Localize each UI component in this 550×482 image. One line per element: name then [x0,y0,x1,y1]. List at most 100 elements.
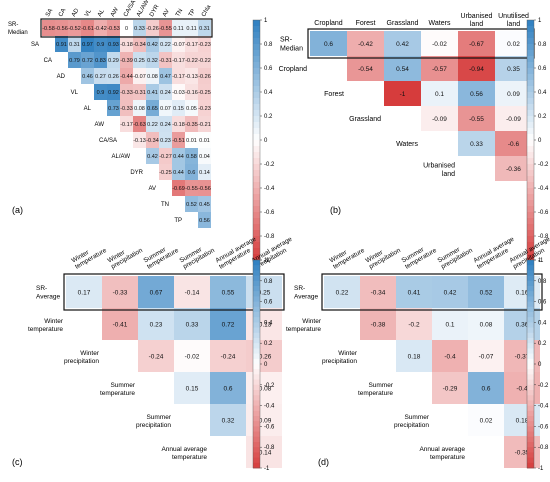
colorbar-tick-label: -0.4 [538,404,549,410]
column-header-label: AV [162,8,171,18]
colorbar-segment [253,358,260,365]
cell-value-label: 0.02 [507,41,520,48]
heatmap-cell [42,20,55,36]
heatmap-cell [246,340,282,372]
colorbar-segment [253,86,260,93]
colorbar-segment [253,296,260,302]
cell-value-label: -0.29 [443,385,458,392]
cell-value-label: -0.13 [185,74,198,80]
colorbar-segment [527,158,534,165]
heatmap-cell [198,164,211,180]
colorbar-segment [527,426,534,432]
colorbar-segment [527,265,534,271]
column-header-label: Cropland [314,20,343,27]
colorbar-segment [253,38,260,45]
colorbar-segment [527,270,534,276]
colorbar-tick-label: -0.6 [538,424,549,430]
cell-value-label: 0.27 [95,74,106,80]
cell-value-label: -0.54 [358,66,373,73]
colorbar-segment [527,358,534,365]
cell-value-label: 0.52 [186,202,197,208]
row-header-label: AW [95,122,105,128]
heatmap-cell [246,308,282,340]
cell-value-label: -0.13 [133,138,146,144]
cell-value-label: 0.58 [186,154,197,160]
cell-value-label: 0.44 [173,154,184,160]
colorbar-tick-label: 0.8 [538,279,547,285]
colorbar-tick-label: 1 [538,18,542,24]
colorbar-segment [253,62,260,69]
colorbar-segment [253,164,260,171]
heatmap-cell [210,404,246,436]
cell-value-label: -0.13 [257,321,272,328]
cell-value-label: 0.31 [69,42,80,48]
cell-value-label: 0.23 [160,138,171,144]
cell-value-label: -0.55 [469,116,484,123]
colorbar-segment [253,56,260,63]
heatmap-cell [198,84,211,100]
colorbar-tick-label: 0.6 [538,300,547,306]
cell-value-label: -0.55 [159,26,172,32]
column-header-label: AL [97,8,106,18]
row-header-label: temperature [172,454,207,461]
heatmap-cell [198,20,211,36]
cell-value-label: 0.72 [222,321,235,328]
colorbar-tick-label: -0.6 [538,210,549,216]
cell-value-label: 0.22 [160,42,171,48]
colorbar-segment [253,212,260,219]
heatmap-cell [360,276,396,308]
colorbar-tick-label: -0.6 [264,210,275,216]
heatmap-cell [159,148,172,164]
heatmap-cell [172,100,185,116]
colorbar-segment [527,400,534,406]
colorbar-segment [253,384,260,391]
cell-value-label: 0.11 [173,26,183,32]
colorbar-segment [527,306,534,313]
colorbar-segment [253,122,260,129]
heatmap-cell [172,164,185,180]
heatmap-cell [396,340,432,372]
cell-value-label: 0.07 [160,106,171,112]
colorbar-segment [527,338,534,344]
heatmap-cell [120,100,133,116]
heatmap-cell [185,68,198,84]
heatmap-cell [185,36,198,52]
heatmap-cell [468,404,504,436]
heatmap-cell [55,36,68,52]
cell-value-label: -0.35 [515,449,530,456]
heatmap-cell [468,372,504,404]
column-header-label: VL [84,8,93,18]
colorbar-segment [527,410,534,417]
heatmap-cell [198,132,211,148]
cell-value-label: -0.22 [185,58,198,64]
heatmap-cell [159,84,172,100]
cell-value-label: -0.26 [146,26,159,32]
colorbar-segment [253,74,260,81]
colorbar-segment [253,206,260,213]
colorbar-segment [253,343,260,349]
heatmap-cell [458,56,495,81]
colorbar-segment [253,280,260,287]
colorbar-segment [527,38,534,45]
cell-value-label: 0 [125,26,128,32]
heatmap-cell [120,84,133,100]
cell-value-label: -0.24 [149,353,164,360]
cell-value-label: 0.1 [435,91,444,98]
heatmap-cell [495,106,532,131]
panel-label: (a) [12,205,23,215]
colorbar-tick-label: 0.4 [538,320,547,326]
heatmap-cell [172,20,185,36]
colorbar-segment [527,442,534,448]
cell-value-label: 0.25 [258,289,271,296]
cell-value-label: -0.38 [371,321,386,328]
heatmap-cell [133,100,146,116]
panel-label: (c) [12,457,23,467]
row-header-label: temperature [358,390,393,397]
colorbar-segment [253,140,260,147]
heatmap-cell [159,68,172,84]
cell-value-label: 0.72 [82,58,93,64]
cell-value-label: 0.22 [336,289,349,296]
colorbar-segment [527,122,534,129]
colorbar-segment [253,348,260,354]
colorbar-segment [527,254,534,261]
